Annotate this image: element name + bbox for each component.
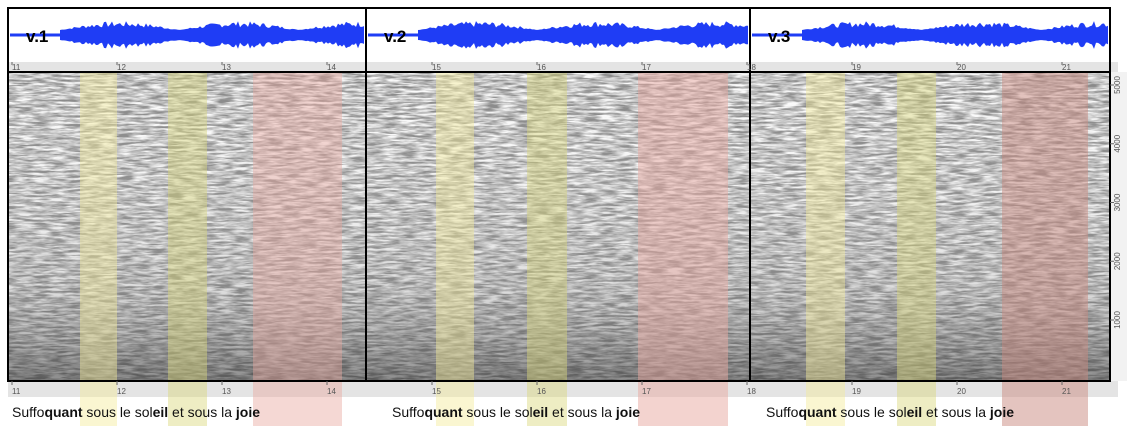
- freq-axis-strip: [1110, 72, 1127, 381]
- freq-tick-label: 3000: [1113, 193, 1122, 211]
- axis-ticks: 11 12 13 14 15 16 17 18 19 20 21 11 12 13 14 15 16 17 18 19…: [11, 62, 1122, 396]
- caption-part: et sous la: [168, 404, 236, 420]
- caption-part: joie: [989, 404, 1014, 420]
- panel-labels: v.1 v.2 v.3: [26, 27, 790, 46]
- bottom-tick-label: 20: [957, 387, 966, 396]
- top-tick-label: 17: [642, 63, 651, 72]
- highlight-eil: [897, 72, 936, 426]
- panel-label: v.3: [768, 27, 790, 46]
- caption-part: sous le: [837, 404, 889, 420]
- bottom-tick-label: 13: [222, 387, 231, 396]
- caption-part: Suffo: [392, 404, 425, 420]
- top-tick-label: 18: [747, 63, 756, 72]
- caption-part: sous le: [463, 404, 515, 420]
- bottom-tick-label: 12: [117, 387, 126, 396]
- top-tick-label: 21: [1062, 63, 1071, 72]
- caption: Suffoquant sous le soleil et sous la joi…: [766, 404, 1014, 420]
- top-tick-label: 11: [12, 63, 21, 72]
- highlight-quant: [80, 72, 117, 426]
- spectrogram-shade: [8, 72, 1110, 381]
- caption-part: quant: [798, 404, 836, 420]
- waveform: [60, 21, 364, 49]
- bottom-tick-label: 17: [642, 387, 651, 396]
- panel-frames: [7, 7, 1111, 382]
- highlights: [80, 72, 1088, 426]
- top-tick-label: 13: [222, 63, 231, 72]
- top-tick-label: 12: [117, 63, 126, 72]
- caption-part: quant: [424, 404, 462, 420]
- highlight-eil: [168, 72, 207, 426]
- waveform: [802, 21, 1108, 49]
- freq-tick-label: 1000: [1113, 311, 1122, 329]
- caption-part: Suffo: [12, 404, 45, 420]
- highlight-joie: [253, 72, 342, 426]
- caption-part: et sous la: [548, 404, 616, 420]
- waveform: [418, 21, 748, 49]
- bottom-tick-label: 14: [327, 387, 336, 396]
- top-tick-label: 14: [327, 63, 336, 72]
- caption-part: quant: [44, 404, 82, 420]
- highlight-joie: [638, 72, 728, 426]
- caption: Suffoquant sous le soleil et sous la joi…: [392, 404, 640, 420]
- panel-label: v.1: [26, 27, 48, 46]
- caption-part: joie: [615, 404, 640, 420]
- top-tick-label: 15: [432, 63, 441, 72]
- highlight-eil: [527, 72, 567, 426]
- bottom-tick-label: 18: [747, 387, 756, 396]
- caption-part: sol: [135, 404, 153, 420]
- caption-part: eil: [533, 404, 549, 420]
- caption-part: sous le: [83, 404, 135, 420]
- bottom-tick-label: 19: [852, 387, 861, 396]
- caption-part: eil: [907, 404, 923, 420]
- bottom-tick-label: 11: [12, 387, 21, 396]
- captions: Suffoquant sous le soleil et sous la joi…: [12, 404, 1014, 420]
- highlight-joie: [1002, 72, 1088, 426]
- caption-part: eil: [153, 404, 169, 420]
- freq-tick-label: 5000: [1113, 76, 1122, 94]
- caption-part: sol: [889, 404, 907, 420]
- caption-part: sol: [515, 404, 533, 420]
- highlight-quant: [436, 72, 474, 426]
- bottom-tick-label: 21: [1062, 387, 1071, 396]
- top-axis-strip: [8, 62, 1118, 72]
- freq-tick-label: 2000: [1113, 252, 1122, 270]
- top-tick-label: 16: [537, 63, 546, 72]
- freq-tick-label: 4000: [1113, 134, 1122, 152]
- bottom-axis-strip: [8, 381, 1118, 397]
- panel-label: v.2: [384, 27, 406, 46]
- panel-frame: [749, 7, 1111, 382]
- bottom-tick-label: 15: [432, 387, 441, 396]
- caption-part: Suffo: [766, 404, 799, 420]
- caption: Suffoquant sous le soleil et sous la joi…: [12, 404, 260, 420]
- top-tick-label: 20: [957, 63, 966, 72]
- bottom-tick-label: 16: [537, 387, 546, 396]
- caption-part: joie: [235, 404, 260, 420]
- waveforms: [10, 21, 1108, 49]
- top-tick-label: 19: [852, 63, 861, 72]
- caption-part: et sous la: [922, 404, 990, 420]
- highlight-quant: [806, 72, 845, 426]
